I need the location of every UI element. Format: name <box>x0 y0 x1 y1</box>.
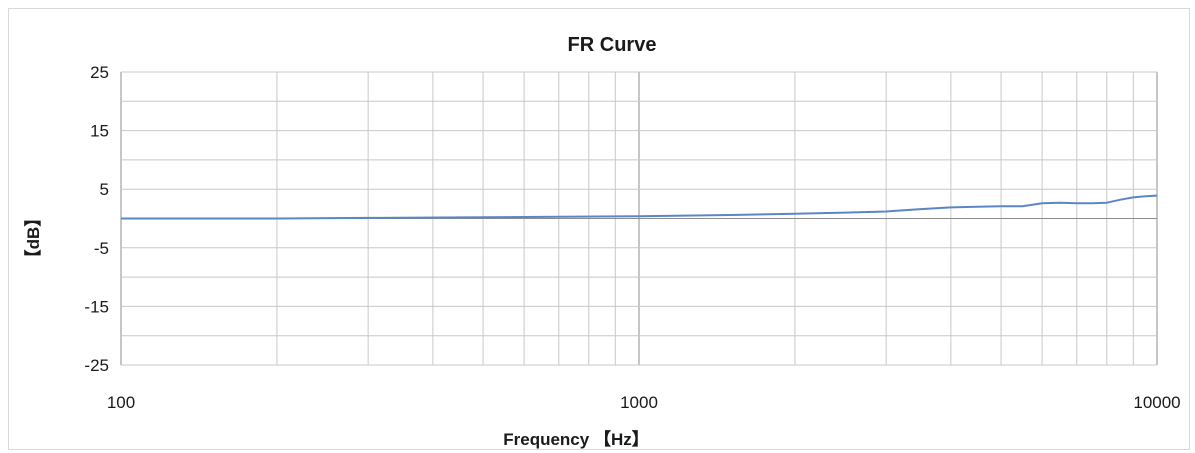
y-tick-label: -25 <box>84 356 109 375</box>
y-tick-label: 15 <box>90 122 109 141</box>
x-axis-title: Frequency 【Hz】 <box>503 429 648 449</box>
x-tick-label: 1000 <box>620 393 658 412</box>
y-tick-label: -15 <box>84 297 109 316</box>
x-tick-label: 100 <box>107 393 135 412</box>
chart-canvas: 25 15 5 -5 -15 -25 100 1000 10000 FR Curve Frequ… <box>23 34 1181 449</box>
chart-title: FR Curve <box>568 34 657 56</box>
tick-labels: 25 15 5 -5 -15 -25 100 1000 10000 <box>84 63 1180 412</box>
x-tick-label: 10000 <box>1133 393 1180 412</box>
y-tick-label: 5 <box>100 180 109 199</box>
chart-frame: 25 15 5 -5 -15 -25 100 1000 10000 FR Curve Frequ… <box>8 8 1190 450</box>
series-layer <box>121 194 1158 220</box>
y-axis-title: 【dB】 <box>23 210 43 267</box>
series-line <box>121 194 1158 220</box>
grid-lines <box>120 71 1158 366</box>
y-tick-label: 25 <box>90 63 109 82</box>
y-tick-label: -5 <box>94 239 109 258</box>
